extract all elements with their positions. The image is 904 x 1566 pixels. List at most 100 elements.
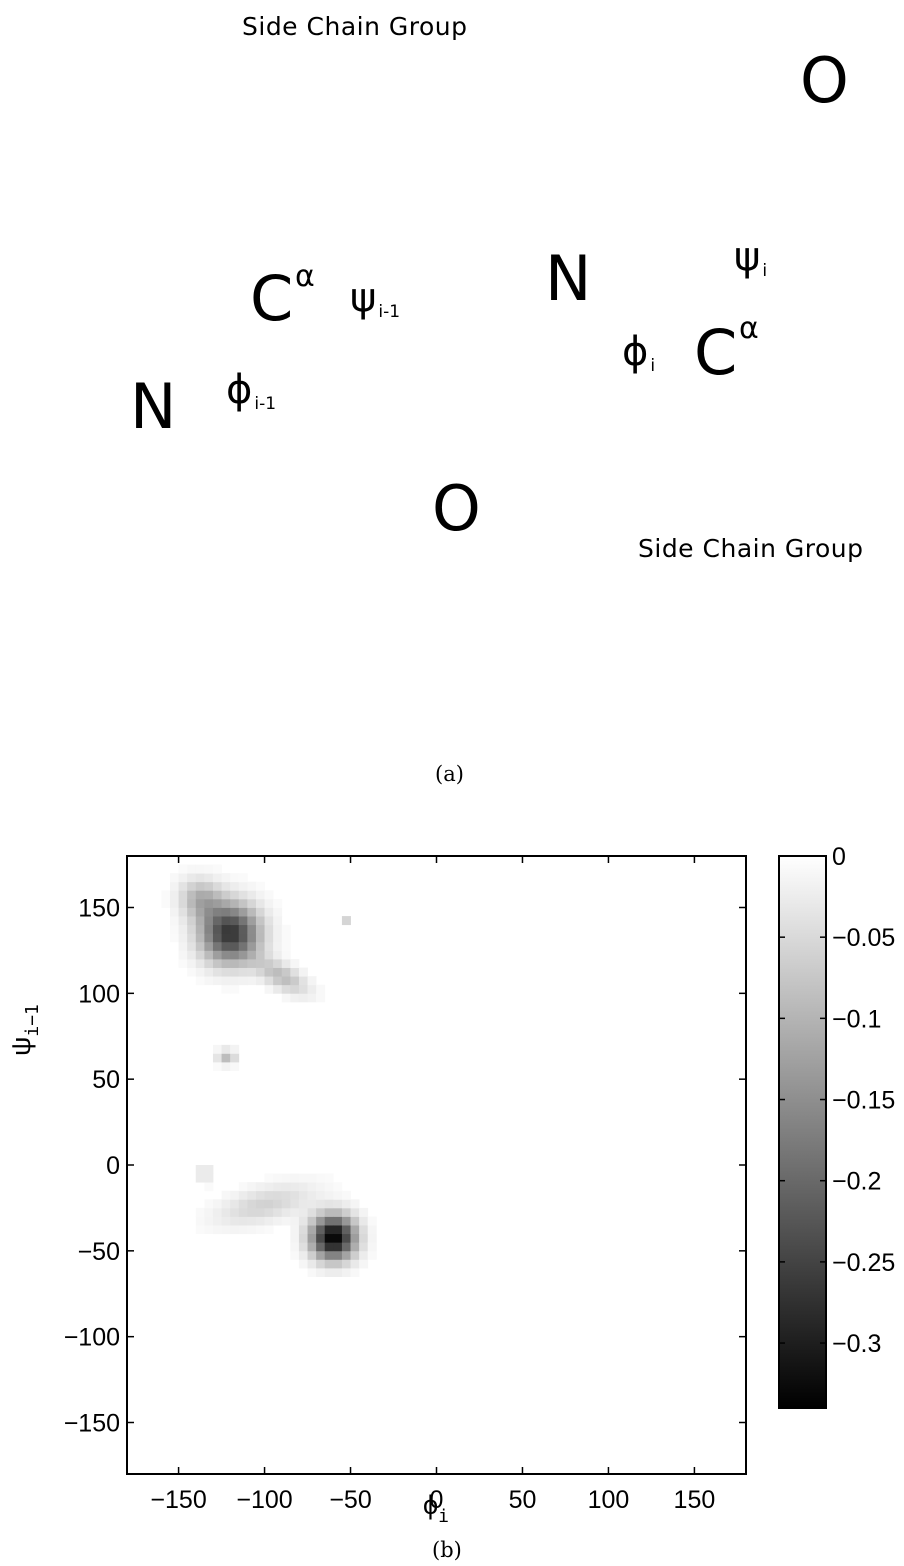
heatmap-cell	[204, 941, 214, 951]
heatmap-cell	[247, 1199, 257, 1209]
heatmap-cell	[255, 959, 265, 968]
heatmap-cell	[341, 916, 351, 926]
heatmap-cell	[255, 907, 265, 917]
heatmap-cell	[204, 864, 214, 874]
heatmap-cell	[273, 1182, 283, 1192]
heatmap-cell	[316, 1242, 326, 1252]
heatmap-cell	[273, 941, 283, 951]
heatmap-cell	[221, 1199, 231, 1209]
heatmap-cell	[307, 993, 317, 1003]
heatmap-cell	[324, 1173, 334, 1183]
heatmap-cell	[187, 881, 197, 891]
heatmap-cell	[255, 1182, 265, 1192]
heatmap-cell	[290, 959, 300, 968]
heatmap-cell	[178, 873, 188, 883]
heatmap-cell	[324, 1259, 334, 1269]
heatmap-cell	[230, 1190, 240, 1200]
heatmap-cell	[255, 967, 265, 977]
heatmap-cell	[212, 1207, 222, 1217]
heatmap-cell	[264, 916, 274, 926]
heatmap-cell	[247, 1225, 257, 1235]
heatmap-cell	[169, 924, 179, 934]
heatmap-cell	[324, 1268, 334, 1277]
heatmap-cell	[230, 959, 240, 968]
heatmap-cell	[281, 976, 291, 986]
heatmap-cell	[230, 907, 240, 917]
heatmap-cell	[350, 1225, 360, 1235]
heatmap-cell	[195, 933, 205, 943]
heatmap-cell	[195, 890, 205, 900]
heatmap-cell	[316, 1250, 326, 1260]
heatmap-cell	[290, 967, 300, 977]
heatmap-cell	[230, 1225, 240, 1235]
heatmap-cell	[290, 1250, 300, 1260]
heatmap-cell	[238, 933, 248, 943]
heatmap-cell	[316, 1268, 326, 1277]
heatmap-cell	[333, 1242, 343, 1252]
heatmap-cell	[169, 916, 179, 926]
atom-oxygen-top: O	[800, 44, 849, 117]
colorbar-tick-label: −0.25	[832, 1249, 895, 1277]
heatmap-cell	[324, 1199, 334, 1209]
heatmap-cell	[195, 941, 205, 951]
heatmap-cell	[264, 941, 274, 951]
atom-oxygen-bottom: O	[432, 472, 481, 545]
heatmap-cell	[255, 1207, 265, 1217]
heatmap-cell	[350, 1207, 360, 1217]
heatmap-cell	[290, 1242, 300, 1252]
heatmap-cell	[333, 1225, 343, 1235]
heatmap-cell	[255, 1199, 265, 1209]
heatmap-cell	[204, 976, 214, 986]
heatmap-cell	[187, 941, 197, 951]
heatmap-cell	[169, 881, 179, 891]
heatmap-cell	[247, 967, 257, 977]
y-axis-ticks: −150 −100 −50 0 50 100 150	[64, 895, 746, 1438]
heatmap-cell	[195, 907, 205, 917]
heatmap-cell	[307, 1233, 317, 1243]
heatmap-cell	[273, 984, 283, 994]
heatmap-cell	[281, 1190, 291, 1200]
heatmap-cell	[247, 933, 257, 943]
heatmap-cell	[350, 1250, 360, 1260]
heatmap-cell	[273, 924, 283, 934]
heatmap-cell	[247, 907, 257, 917]
heatmap-cell	[359, 1259, 369, 1269]
heatmap-cell	[281, 950, 291, 960]
heatmap-cell	[333, 1207, 343, 1217]
heatmap-cell	[195, 976, 205, 986]
heatmap-cell	[238, 976, 248, 986]
heatmap-cell	[187, 933, 197, 943]
heatmap-cell	[324, 1225, 334, 1235]
heatmap-cell	[221, 916, 231, 926]
atom-c-alpha-left: C	[250, 262, 294, 335]
heatmap-cell	[307, 1190, 317, 1200]
side-chain-group-label-bottom: Side Chain Group	[638, 534, 864, 563]
x-tick-label: 0	[430, 1486, 444, 1514]
heatmap-cell	[195, 924, 205, 934]
heatmap-cell	[316, 1216, 326, 1226]
heatmap-cell	[195, 864, 205, 874]
caption-b: (b)	[432, 1538, 462, 1562]
heatmap-cell	[307, 1199, 317, 1209]
colorbar-tick-label: −0.05	[832, 924, 895, 952]
heatmap-cell	[341, 1199, 351, 1209]
heatmap-cell	[324, 1190, 334, 1200]
x-tick-label: 100	[588, 1486, 630, 1514]
heatmap-cell	[238, 1190, 248, 1200]
heatmap-cell	[247, 976, 257, 986]
heatmap-cell	[230, 1062, 240, 1071]
heatmap-cell	[341, 1190, 351, 1200]
heatmap-cell	[238, 916, 248, 926]
heatmap-cell	[178, 898, 188, 908]
heatmap-cell	[307, 1216, 317, 1226]
heatmap-cell	[178, 941, 188, 951]
heatmap-cell	[333, 1199, 343, 1209]
heatmap-cell	[281, 1207, 291, 1217]
heatmap-cell	[324, 1242, 334, 1252]
heatmap-cell	[204, 924, 214, 934]
caption-a: (a)	[435, 762, 464, 786]
heatmap-cell	[350, 1242, 360, 1252]
colorbar-tick-label: −0.3	[832, 1330, 881, 1358]
heatmap-cell	[290, 993, 300, 1003]
heatmap-cell	[187, 959, 197, 968]
